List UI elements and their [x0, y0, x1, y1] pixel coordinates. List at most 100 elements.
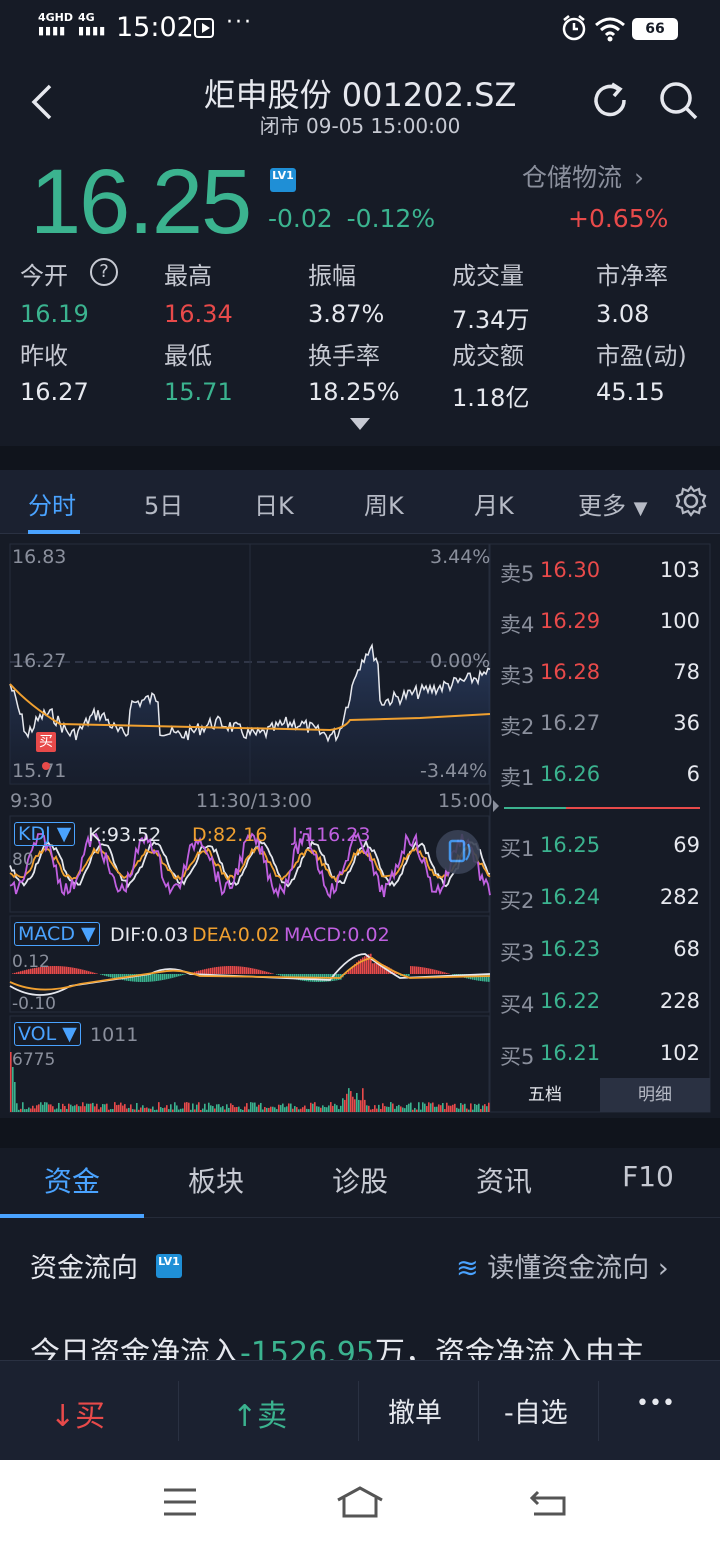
back-nav-icon[interactable]: [528, 1486, 568, 1518]
volume-bar: [342, 1098, 344, 1112]
axis-price-high: 16.83: [12, 546, 67, 568]
volume-bar: [160, 1107, 162, 1112]
more-notifications-icon: ···: [226, 10, 253, 35]
volume-bar: [338, 1109, 340, 1112]
tab-funds[interactable]: 资金: [43, 1165, 100, 1198]
search-icon[interactable]: [656, 78, 700, 122]
ask-row[interactable]: 卖5 16.30 103: [500, 558, 700, 586]
volume-bar: [476, 1104, 478, 1112]
macd-bar: [248, 967, 250, 974]
sector-link[interactable]: 仓储物流 ›: [522, 158, 644, 194]
volume-bar: [128, 1107, 130, 1112]
more-button[interactable]: •••: [636, 1391, 675, 1416]
volume-bar: [42, 1104, 44, 1112]
bid-row[interactable]: 买3 16.23 68: [500, 937, 700, 965]
settings-gear-icon[interactable]: [674, 484, 708, 518]
macd-bar: [380, 963, 382, 974]
ask-row[interactable]: 卖1 16.26 6: [500, 762, 700, 790]
refresh-icon[interactable]: [590, 80, 632, 122]
volume-bar: [192, 1103, 194, 1112]
bid-row[interactable]: 买5 16.21 102: [500, 1041, 700, 1069]
stats-grid: 今开 ? 最高 振幅 成交量 市净率 16.19 16.34 3.87% 7.3…: [0, 256, 720, 416]
fund-flow-guide-link[interactable]: ≋ 读懂资金流向 ›: [456, 1253, 669, 1284]
stat-value-pb: 3.08: [596, 300, 650, 328]
bid-row[interactable]: 买1 16.25 69: [500, 833, 700, 861]
tab-more[interactable]: 更多 ▼: [578, 492, 648, 520]
rotate-icon: [448, 839, 471, 863]
tab-diagnosis[interactable]: 诊股: [331, 1165, 388, 1198]
vol-selector[interactable]: VOL ▼: [14, 1022, 81, 1046]
macd-bar: [278, 974, 280, 976]
macd-bar: [444, 972, 446, 974]
volume-bar: [86, 1103, 88, 1112]
home-icon[interactable]: [336, 1484, 384, 1520]
change-value: -0.02: [268, 204, 333, 233]
volume-bar: [90, 1103, 92, 1112]
macd-bar: [286, 974, 288, 978]
volume-bar: [242, 1109, 244, 1112]
ask-row[interactable]: 卖4 16.29 100: [500, 609, 700, 637]
volume-bar: [304, 1105, 306, 1112]
expand-arrow-icon[interactable]: [350, 418, 370, 432]
tab-f10[interactable]: F10: [622, 1160, 674, 1193]
macd-bar: [430, 968, 432, 974]
volume-bar: [446, 1102, 448, 1112]
action-bar: ↓买 ↑卖 撤单 -自选 •••: [0, 1360, 720, 1460]
tab-five-levels[interactable]: 五档: [528, 1085, 562, 1105]
macd-bar: [292, 974, 294, 979]
cancel-order-button[interactable]: 撤单: [388, 1398, 442, 1429]
volume-bar: [112, 1109, 114, 1112]
volume-bar: [392, 1103, 394, 1112]
volume-bar: [410, 1102, 412, 1112]
tab-sector[interactable]: 板块: [187, 1165, 244, 1198]
macd-selector[interactable]: MACD ▼: [14, 922, 100, 946]
intraday-chart[interactable]: [0, 534, 720, 1114]
volume-bar: [232, 1104, 234, 1112]
macd-bar: [282, 974, 284, 977]
volume-bar: [228, 1107, 230, 1112]
buy-marker[interactable]: 买: [36, 732, 56, 752]
ask-row[interactable]: 卖3 16.28 78: [500, 660, 700, 688]
help-icon[interactable]: ?: [90, 258, 118, 286]
tab-intraday[interactable]: 分时: [28, 492, 76, 520]
tab-monthly-k[interactable]: 月K: [474, 492, 514, 520]
volume-bar: [102, 1104, 104, 1112]
macd-bar: [236, 966, 238, 974]
bid-row[interactable]: 买4 16.22 228: [500, 989, 700, 1017]
bid-row[interactable]: 买2 16.24 282: [500, 885, 700, 913]
macd-bar: [250, 967, 252, 974]
tab-trade-detail[interactable]: 明细: [600, 1078, 710, 1112]
macd-bar: [34, 967, 36, 974]
buy-button[interactable]: ↓买: [50, 1399, 106, 1434]
tab-weekly-k[interactable]: 周K: [364, 492, 404, 520]
tab-news[interactable]: 资讯: [475, 1165, 532, 1198]
ask-row[interactable]: 卖2 16.27 36: [500, 711, 700, 739]
macd-bar: [76, 968, 78, 974]
rotate-screen-button[interactable]: [436, 830, 480, 874]
macd-bar: [20, 971, 22, 974]
volume-bar: [180, 1108, 182, 1112]
kdj-axis: 80: [12, 850, 34, 870]
macd-bar: [32, 968, 34, 974]
macd-bar: [276, 974, 278, 975]
stat-label-high: 最高: [164, 262, 212, 290]
volume-bar: [366, 1105, 368, 1112]
kdj-selector[interactable]: KDJ ▼: [14, 822, 76, 846]
watchlist-button[interactable]: -自选: [504, 1398, 568, 1429]
tab-5day[interactable]: 5日: [144, 492, 184, 520]
sell-button[interactable]: ↑卖: [232, 1399, 288, 1434]
volume-bar: [246, 1103, 248, 1112]
macd-bar: [436, 970, 438, 974]
tab-daily-k[interactable]: 日K: [254, 492, 294, 520]
volume-bar: [314, 1102, 316, 1112]
macd-bar: [58, 966, 60, 974]
macd-bar: [480, 974, 482, 982]
back-icon[interactable]: [24, 80, 64, 124]
macd-bar: [280, 974, 282, 976]
macd-bar: [272, 973, 274, 974]
macd-bar: [284, 974, 286, 977]
macd-bar: [258, 969, 260, 974]
menu-icon[interactable]: [162, 1486, 198, 1518]
volume-bar: [10, 1052, 12, 1112]
stat-value-amount: 1.18亿: [452, 384, 530, 412]
